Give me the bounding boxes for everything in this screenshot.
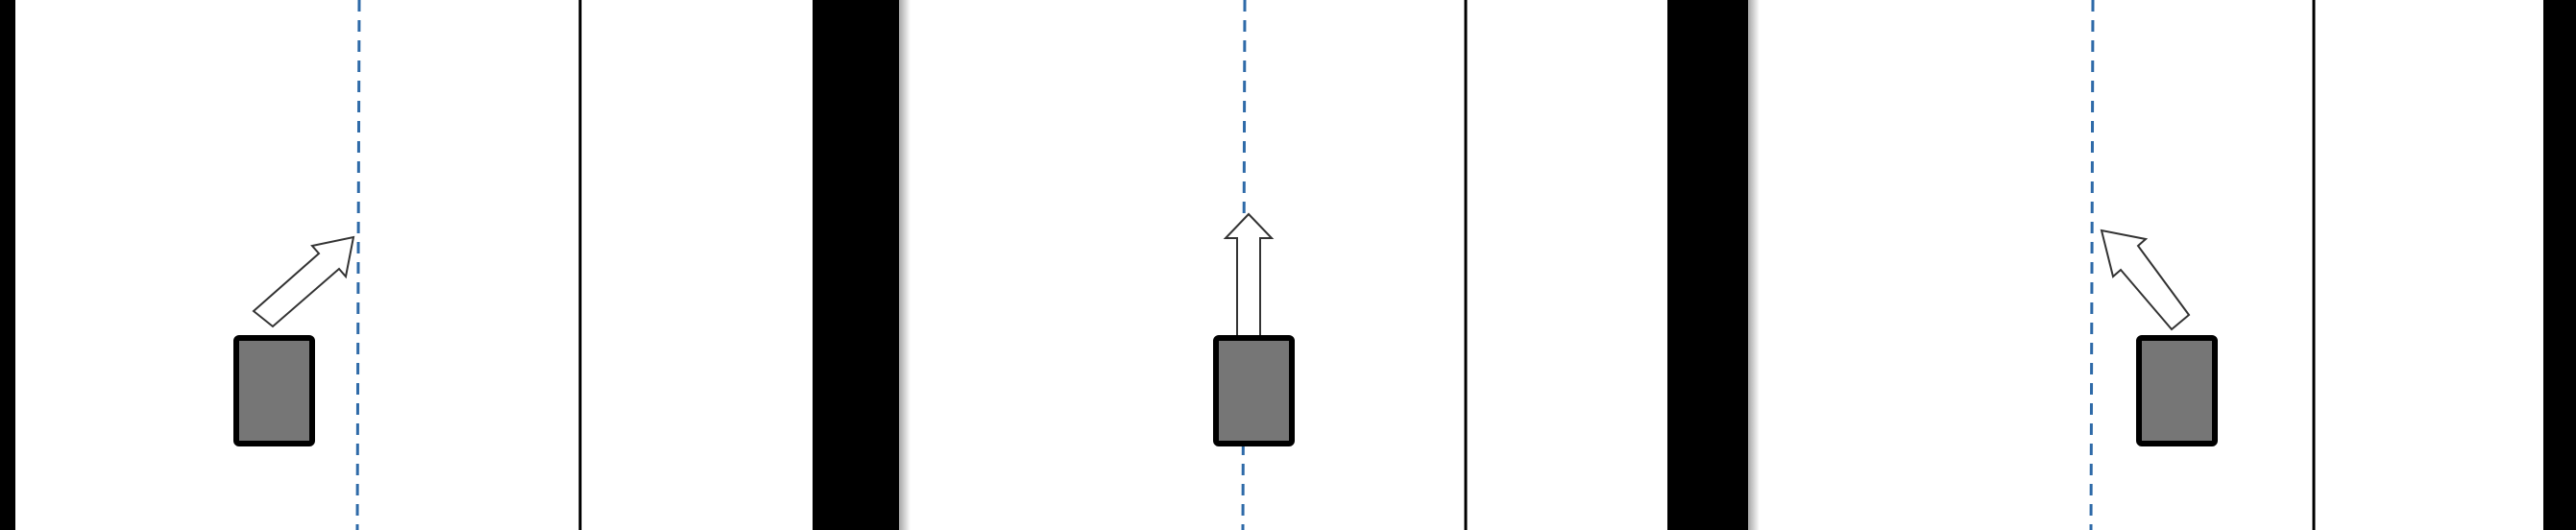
- wall-1-shadow: [899, 0, 911, 530]
- lane-center-line-left: [355, 0, 361, 530]
- wall-1: [813, 0, 899, 530]
- direction-arrow-up-left: [2100, 229, 2191, 331]
- wall-2: [1667, 0, 1748, 530]
- lane-center-line-right: [2089, 0, 2095, 530]
- wall-right-edge: [2543, 0, 2576, 530]
- direction-arrow-up-right: [252, 235, 355, 328]
- direction-arrow-up: [1223, 212, 1275, 339]
- vehicle-rect-right: [2136, 335, 2218, 446]
- wall-left-edge: [0, 0, 15, 530]
- vehicle-rect-center: [1213, 335, 1295, 446]
- wall-2-shadow: [1748, 0, 1760, 530]
- vehicle-rect-left: [233, 335, 315, 446]
